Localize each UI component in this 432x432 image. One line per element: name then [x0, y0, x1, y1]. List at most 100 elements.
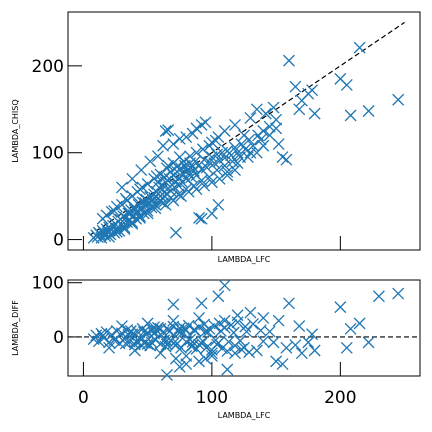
data-point: [211, 164, 223, 177]
data-point: [254, 133, 267, 146]
data-point: [126, 216, 139, 229]
data-point: [205, 207, 218, 220]
data-point: [195, 118, 208, 131]
bottom-ticks: 0 100 200 0 100: [32, 274, 357, 408]
data-point: [122, 328, 135, 341]
data-point: [190, 122, 203, 135]
data-point: [218, 125, 231, 137]
data-point: [163, 325, 176, 338]
data-point: [280, 341, 293, 354]
data-point: [141, 207, 154, 220]
data-point: [189, 324, 202, 337]
data-point: [270, 122, 283, 135]
data-point: [340, 341, 353, 354]
data-point: [306, 84, 319, 97]
data-point: [209, 134, 222, 147]
data-point: [169, 352, 182, 365]
data-point: [239, 320, 252, 333]
data-point: [167, 337, 180, 350]
data-point: [222, 335, 235, 348]
data-point: [293, 103, 306, 116]
data-point: [250, 103, 263, 116]
data-point: [173, 326, 186, 339]
data-point: [167, 138, 180, 150]
data-point: [119, 337, 132, 350]
data-point: [205, 349, 218, 362]
data-point: [353, 41, 366, 54]
data-point: [171, 160, 184, 173]
x-tick-label: 100: [196, 388, 228, 408]
bottom-axes-frame: [67, 279, 421, 377]
data-point: [141, 178, 154, 190]
y-tick-label: 100: [32, 144, 64, 164]
data-point: [340, 79, 353, 91]
data-point: [270, 355, 283, 368]
data-point: [229, 118, 241, 131]
data-point: [160, 368, 173, 381]
data-point: [306, 328, 319, 341]
data-point: [180, 358, 193, 371]
data-point: [283, 54, 295, 67]
data-point: [221, 363, 234, 376]
data-point: [276, 358, 289, 371]
data-point: [164, 165, 177, 178]
data-point: [276, 151, 289, 164]
data-point: [184, 150, 197, 163]
data-point: [218, 314, 231, 327]
data-point: [158, 171, 171, 183]
data-point: [250, 344, 263, 357]
data-point: [109, 332, 122, 345]
data-point: [280, 153, 293, 166]
data-point: [96, 212, 109, 225]
data-point: [247, 139, 259, 152]
data-point: [148, 191, 161, 204]
data-point: [171, 337, 184, 350]
data-point: [250, 146, 263, 159]
data-point: [180, 323, 193, 336]
data-point: [115, 320, 128, 333]
data-point: [218, 279, 231, 292]
data-point: [173, 360, 186, 373]
data-point: [103, 231, 116, 243]
data-point: [92, 335, 105, 348]
data-point: [167, 314, 180, 327]
data-point: [225, 319, 238, 331]
data-point: [151, 150, 164, 163]
data-point: [145, 336, 158, 349]
data-point: [167, 298, 180, 311]
data-point: [167, 194, 180, 207]
data-point: [196, 143, 209, 156]
data-point: [239, 143, 252, 156]
data-point: [130, 335, 143, 348]
data-point: [227, 326, 240, 339]
data-point: [392, 93, 405, 106]
data-point: [195, 297, 208, 310]
bottom-panel: 0 100 200 0 100 LAMBDA_LFC LAMBDA_DIFF: [11, 274, 421, 420]
data-point: [175, 190, 188, 203]
data-point: [334, 301, 347, 314]
data-point: [209, 334, 222, 347]
data-point: [160, 334, 173, 347]
x-tick-label: 0: [78, 388, 89, 408]
top-ylabel: LAMBDA_CHISQ: [11, 99, 20, 162]
data-point: [108, 204, 121, 217]
data-point: [272, 314, 285, 327]
data-point: [103, 341, 116, 354]
data-point: [169, 226, 182, 239]
data-point: [182, 185, 195, 198]
data-point: [190, 146, 203, 159]
data-point: [193, 355, 205, 368]
data-point: [344, 109, 357, 122]
data-point: [190, 183, 203, 196]
data-point: [244, 112, 257, 124]
data-point: [119, 192, 132, 205]
data-point: [157, 139, 170, 152]
data-point: [270, 113, 283, 126]
data-point: [362, 105, 375, 117]
data-point: [110, 225, 123, 238]
data-point: [289, 80, 302, 93]
data-point: [123, 207, 136, 220]
data-point: [213, 172, 226, 185]
data-point: [267, 336, 280, 349]
data-point: [257, 335, 270, 348]
